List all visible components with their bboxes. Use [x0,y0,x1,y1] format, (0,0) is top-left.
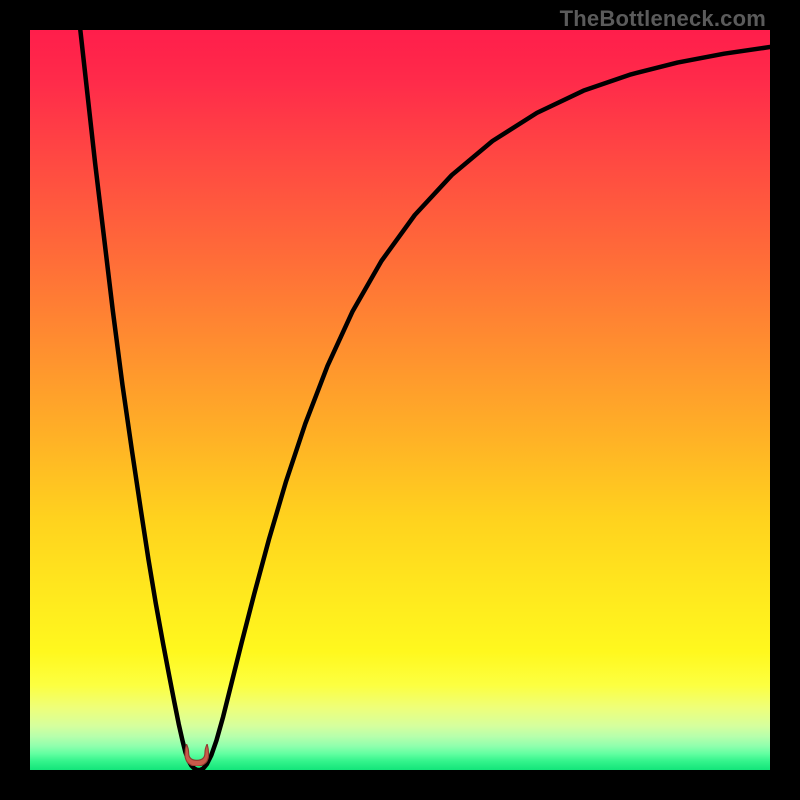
watermark-text: TheBottleneck.com [560,6,766,32]
chart-frame: TheBottleneck.com [0,0,800,800]
bottleneck-curve [30,30,770,770]
plot-area [30,30,770,770]
